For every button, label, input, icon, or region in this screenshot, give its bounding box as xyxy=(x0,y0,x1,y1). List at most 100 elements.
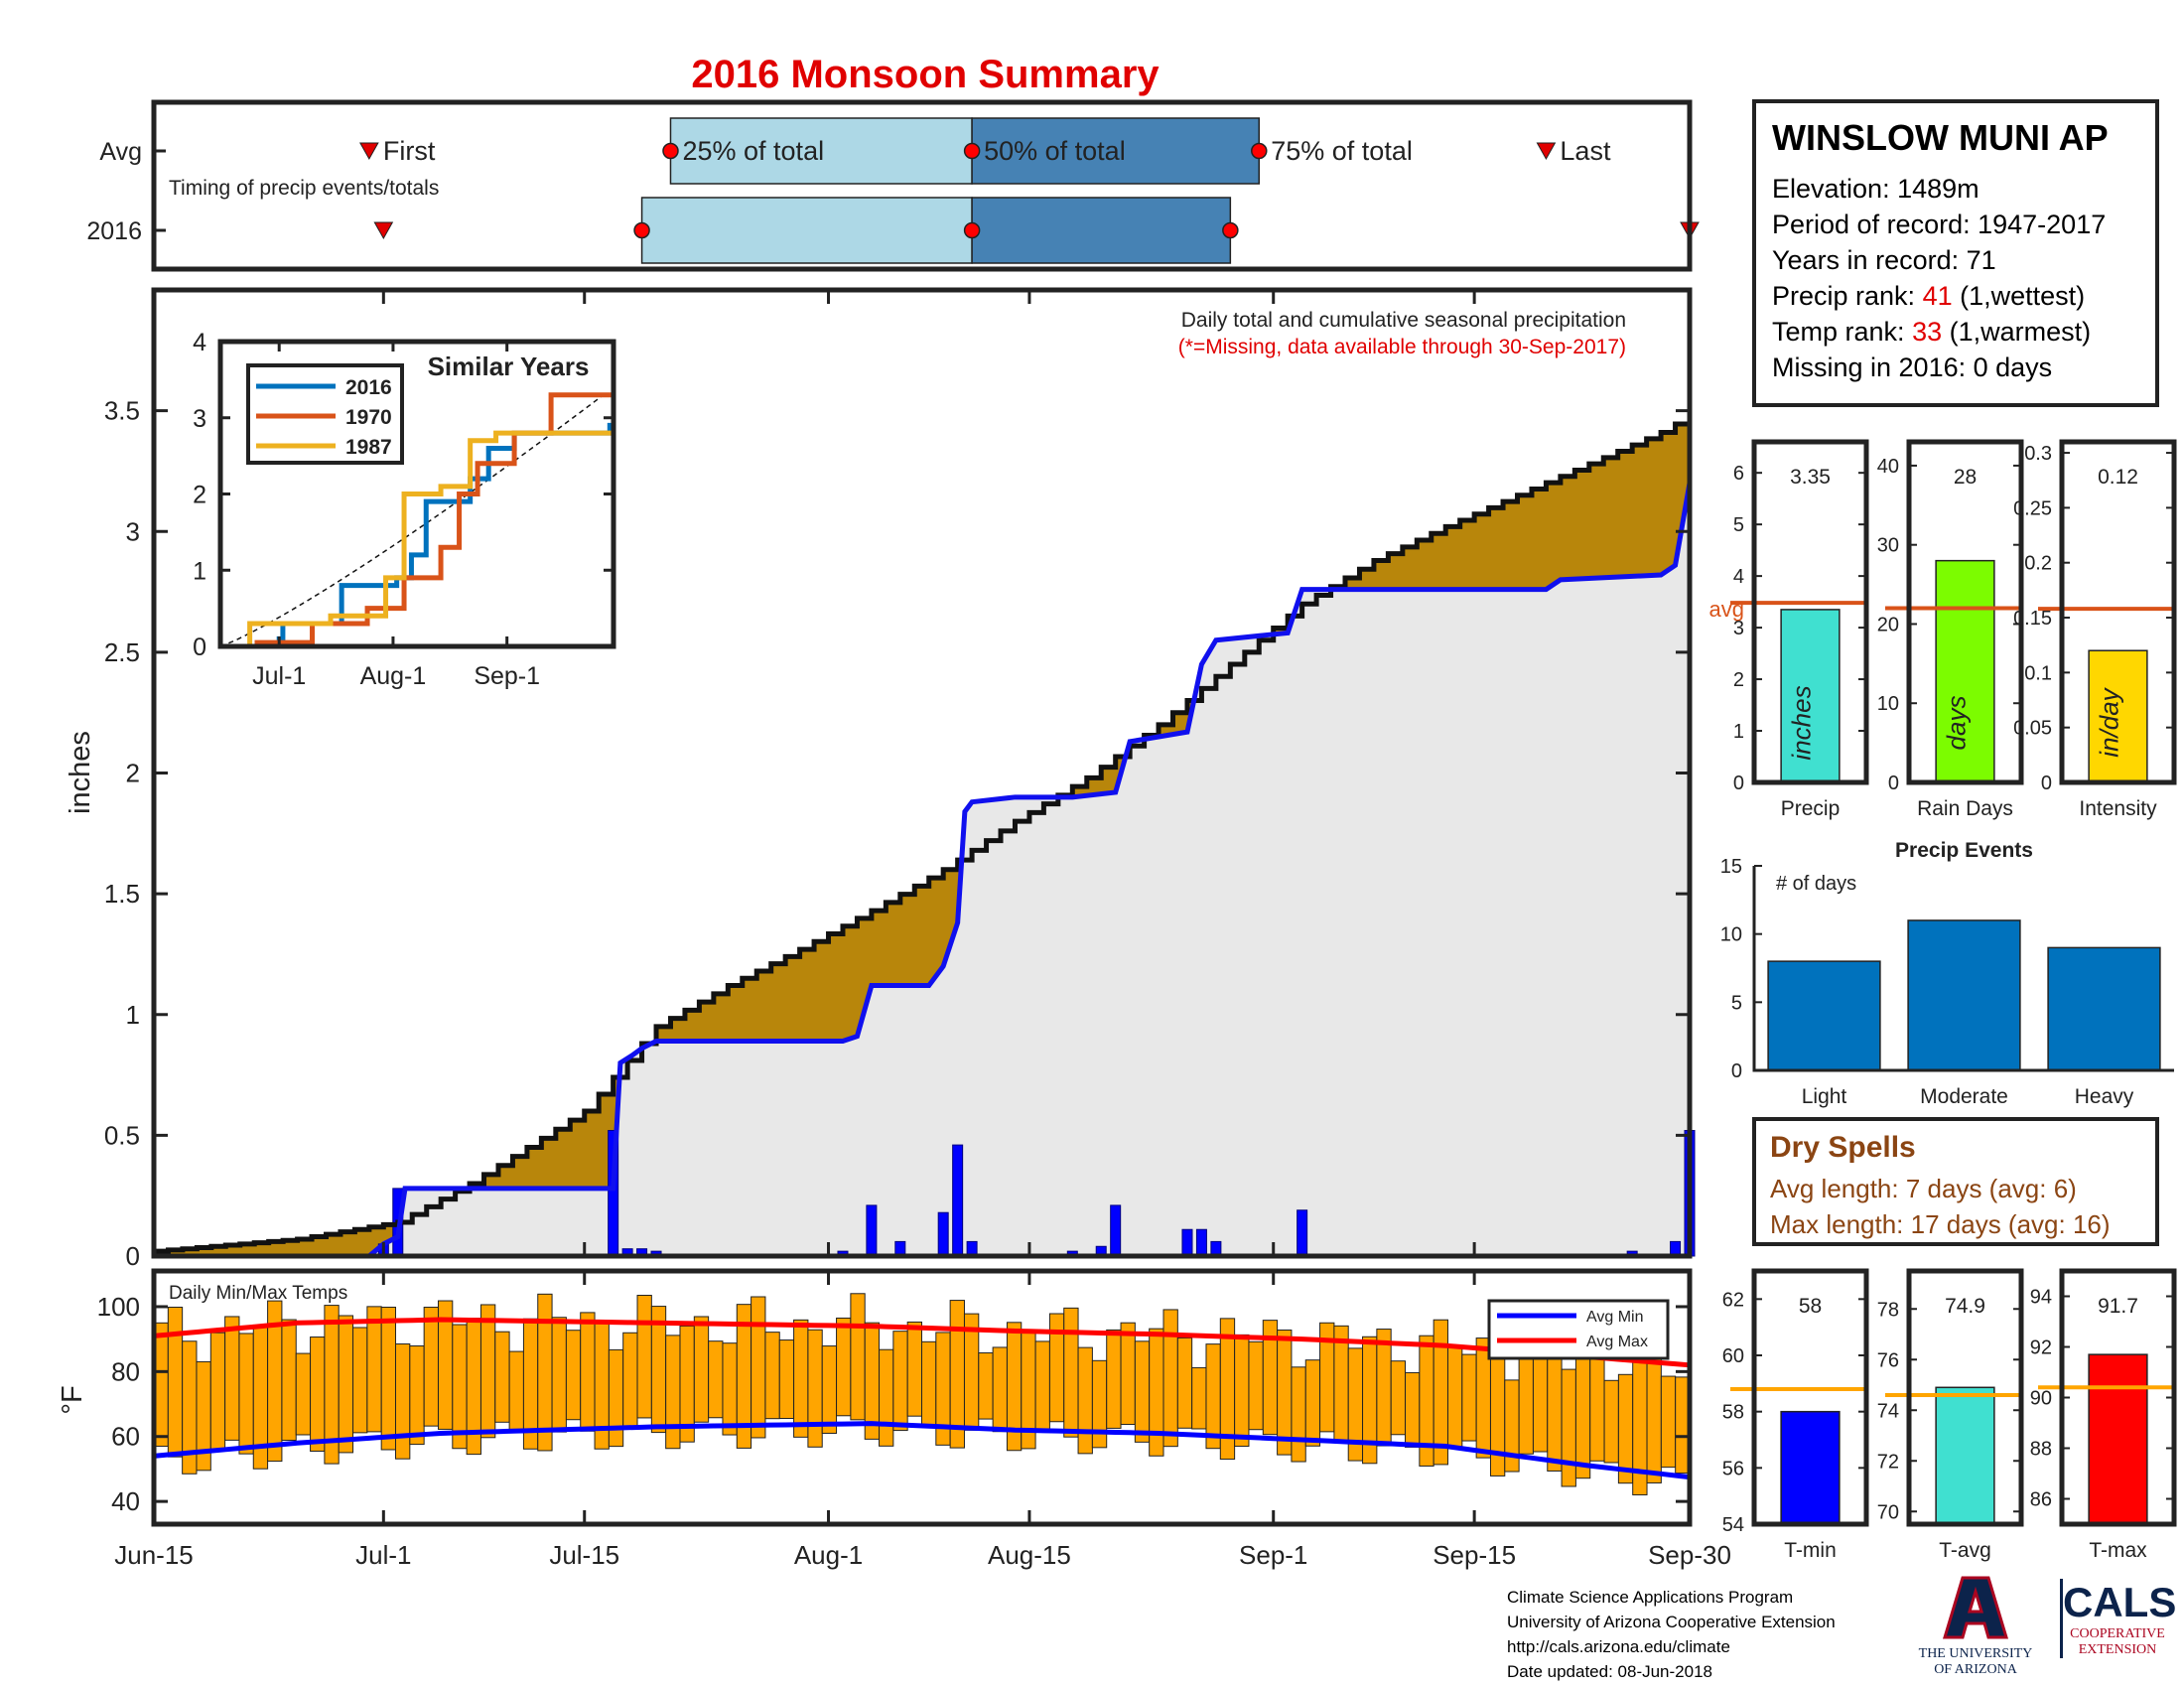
stat-y-tick-label: 76 xyxy=(1877,1349,1899,1371)
station-period: Period of record: 1947-2017 xyxy=(1772,210,2107,239)
daily-temp-bar xyxy=(1547,1343,1563,1472)
daily-temp-bar xyxy=(1176,1336,1193,1429)
daily-precip-bar xyxy=(952,1144,964,1257)
stat-panel-frame xyxy=(1751,1268,1869,1527)
daily-temp-bar xyxy=(565,1330,582,1421)
main-precip-chart: 0 0.5 1 1.5 2 2.5 3 3.5 inches Daily total and cu… xyxy=(65,287,1696,1271)
timing-percentile-marker xyxy=(1251,142,1268,160)
daily-temp-bar xyxy=(310,1336,326,1452)
daily-temp-bar xyxy=(1063,1307,1079,1438)
timing-box-q2 xyxy=(971,117,1261,185)
timing-percentile-marker xyxy=(662,142,679,160)
daily-temp-bar xyxy=(1603,1379,1619,1464)
stat-y-tick-label: 0.1 xyxy=(2024,662,2052,684)
year-cumulative-line xyxy=(154,447,1693,1259)
daily-temp-bar xyxy=(1376,1329,1392,1447)
stat-y-tick-label: 0.05 xyxy=(2013,718,2052,740)
temp-chart-frame xyxy=(151,1268,1693,1527)
stat-value-label: 58 xyxy=(1799,1295,1822,1318)
event-bar-light xyxy=(1767,960,1881,1071)
daily-temp-bar xyxy=(1248,1340,1264,1431)
timing-panel: First 25% of total 50% of total 75% of tota… xyxy=(86,99,1700,272)
daily-temp-bar xyxy=(1589,1352,1605,1462)
inset-legend-label: 1970 xyxy=(345,406,392,429)
stat-y-tick-label: 88 xyxy=(2030,1439,2052,1461)
daily-temp-bar xyxy=(224,1316,240,1441)
daily-temp-bar xyxy=(764,1332,780,1420)
inset-y-tick-label: 0 xyxy=(193,633,206,661)
stat-value-label: 74.9 xyxy=(1945,1295,1985,1318)
inset-frame xyxy=(217,339,616,649)
daily-temp-bar xyxy=(352,1327,368,1434)
stat-y-tick-label: 78 xyxy=(1877,1299,1899,1321)
y-tick-label: 2 xyxy=(126,759,140,788)
stat-panel-frame xyxy=(2059,439,2177,785)
daily-temp-bar xyxy=(693,1316,710,1423)
stat-bar-unit: in/day xyxy=(2095,686,2124,757)
daily-temp-bar xyxy=(551,1317,567,1433)
daily-temp-bar xyxy=(751,1296,766,1439)
timing-percentile-marker xyxy=(1222,221,1239,239)
daily-temp-bar xyxy=(380,1306,397,1451)
stat-y-tick-label: 72 xyxy=(1877,1451,1899,1473)
cals-logo-line: EXTENSION xyxy=(2078,1642,2157,1657)
timing-box-q1 xyxy=(640,197,973,264)
y-tick-label: 3 xyxy=(126,516,140,546)
stat-bar-t-max xyxy=(2088,1353,2148,1525)
daily-temp-bar xyxy=(1077,1346,1093,1455)
daily-temp-bar xyxy=(1149,1328,1164,1457)
stat-panel-frame xyxy=(1906,439,2024,785)
daily-temp-bar xyxy=(1660,1375,1677,1469)
stat-panel-label: T-avg xyxy=(1939,1539,1991,1562)
x-tick-label: Sep-15 xyxy=(1433,1540,1516,1570)
stat-y-tick-label: 74 xyxy=(1877,1400,1899,1422)
inset-legend-label: 2016 xyxy=(345,376,392,399)
temp-legend-box xyxy=(1487,1299,1670,1360)
event-y-tick-label: 0 xyxy=(1731,1060,1742,1082)
precip-rank-suffix: (1,wettest) xyxy=(1952,281,2086,311)
stat-panel-label: T-min xyxy=(1784,1539,1837,1562)
timing-event-marker xyxy=(1536,142,1557,161)
timing-box-q1 xyxy=(669,117,973,185)
events-title: Precip Events xyxy=(1895,839,2033,862)
event-y-tick-label: 15 xyxy=(1720,856,1742,878)
stat-y-tick-label: 54 xyxy=(1722,1514,1744,1536)
stat-value-label: 91.7 xyxy=(2098,1295,2138,1318)
x-tick-label: Jul-15 xyxy=(549,1540,619,1570)
timing-frame xyxy=(151,99,1693,272)
ua-logo-line: OF ARIZONA xyxy=(1934,1662,2017,1677)
daily-temp-bar xyxy=(1561,1368,1576,1487)
daily-precip-bar xyxy=(937,1211,949,1257)
footer-date: Date updated: 08-Jun-2018 xyxy=(1507,1662,1712,1681)
stat-y-tick-label: 5 xyxy=(1733,514,1744,536)
footer-link[interactable]: http://cals.arizona.edu/climate xyxy=(1507,1637,1730,1656)
daily-temp-bar xyxy=(892,1331,908,1432)
y-axis-label: inches xyxy=(65,731,96,814)
timing-label-last: Last xyxy=(1560,136,1611,166)
station-name: WINSLOW MUNI AP xyxy=(1772,117,2109,158)
daily-temp-bar xyxy=(1574,1355,1591,1479)
x-tick-label: Sep-30 xyxy=(1648,1540,1731,1570)
daily-temp-bar xyxy=(1446,1346,1463,1448)
daily-temp-bar xyxy=(423,1307,439,1427)
y-tick-label: 1.5 xyxy=(104,879,140,909)
stat-y-tick-label: 0.2 xyxy=(2024,553,2052,575)
daily-temp-bar xyxy=(1106,1329,1122,1429)
x-tick-label: Jul-1 xyxy=(355,1540,411,1570)
main-chart-frame xyxy=(151,287,1693,1259)
stat-bar-precip xyxy=(1780,609,1841,783)
stat-y-tick-label: 2 xyxy=(1733,669,1744,691)
event-bar-heavy xyxy=(2047,946,2161,1071)
stat-panel-label: Precip xyxy=(1781,797,1841,820)
daily-temp-bar xyxy=(850,1293,866,1421)
daily-temp-bar xyxy=(1205,1343,1221,1450)
inset-avg-dashed-line xyxy=(219,394,604,647)
stat-y-tick-label: 70 xyxy=(1877,1501,1899,1523)
daily-temp-bar xyxy=(395,1343,411,1460)
stat-y-tick-label: 60 xyxy=(1722,1345,1744,1367)
daily-temp-bar xyxy=(338,1315,354,1454)
stat-panel-label: Intensity xyxy=(2079,797,2157,820)
dry-spells-max: Max length: 17 days (avg: 16) xyxy=(1770,1209,2111,1239)
stat-y-tick-label: 30 xyxy=(1877,535,1899,557)
